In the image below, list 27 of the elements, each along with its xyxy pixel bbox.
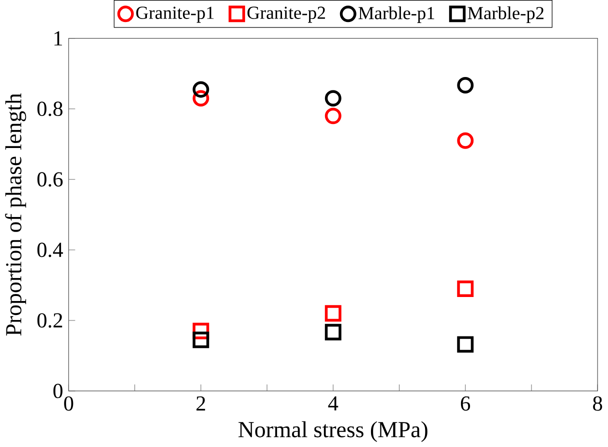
y-tick-label: 1 [54, 31, 62, 46]
x-axis-title: Normal stress (MPa) [238, 421, 428, 442]
x-tick-label: 0 [64, 396, 74, 411]
y-tick-label: 0.6 [37, 172, 63, 187]
point [192, 332, 210, 348]
y-tick-label: 0 [53, 384, 62, 398]
legend-label: Marble-p1 [358, 6, 434, 23]
point [324, 305, 342, 322]
legend-label: Granite-p1 [136, 6, 214, 23]
legend-label: Granite-p2 [247, 6, 325, 23]
y-axis-title: Proportion of phase length [5, 93, 26, 336]
point [457, 132, 474, 149]
point [457, 336, 474, 353]
legend-label: Marble-p2 [468, 6, 544, 23]
x-tick-label: 6 [460, 396, 470, 411]
x-tick-label: 8 [593, 396, 602, 411]
x-tick-label: 2 [196, 396, 206, 410]
point [457, 77, 474, 94]
point [324, 90, 342, 107]
y-tick-label: 0.8 [37, 102, 62, 116]
y-tick-label: 0.2 [37, 313, 62, 328]
y-tick-label: 0.4 [37, 242, 63, 258]
point [324, 108, 342, 124]
point [192, 81, 210, 98]
point [324, 324, 342, 340]
point [457, 280, 474, 297]
x-tick-label: 4 [328, 396, 338, 410]
